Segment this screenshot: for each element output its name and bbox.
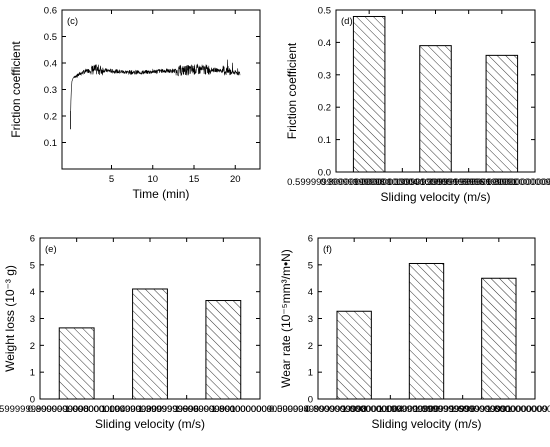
panel-e: 0 1 2 3 4 5 6 0.599999999999999980.800000000000… xyxy=(0,234,309,432)
bar xyxy=(481,277,517,400)
x-tick-label: 0.59999999999999998 xyxy=(269,404,367,415)
y-axis-label: Wear rate (10⁻⁵mm³/m•N) xyxy=(279,249,293,388)
y-tick-label: 5 xyxy=(308,260,313,271)
friction-trace xyxy=(70,59,241,111)
x-tick-label: 1.39999999999999991 xyxy=(414,404,512,415)
x-axis-label: Sliding velocity (m/s) xyxy=(95,417,205,431)
x-tick-label: 0.80000000000000004 xyxy=(320,177,418,188)
y-tick-label: 4 xyxy=(30,287,35,298)
x-tick-label: 1.00000000000000000 xyxy=(64,404,162,415)
y-tick-label: 1 xyxy=(30,368,35,379)
y-axis-label: Weight loss (10⁻³ g) xyxy=(3,265,17,372)
panel-label: (c) xyxy=(67,16,78,27)
bar xyxy=(352,15,386,173)
y-tick-label: 3 xyxy=(30,314,35,325)
bar xyxy=(132,288,168,400)
bar xyxy=(58,327,95,400)
y-tick-label: 0.4 xyxy=(44,59,57,70)
x-axis-label: Time (min) xyxy=(133,187,190,201)
x-tick-label: 0.80000000000000004 xyxy=(28,404,126,415)
x-tick-label: 1.39999999999999991 xyxy=(138,404,236,415)
y-tick-label: 0.0 xyxy=(318,168,331,179)
panel-d: 0.0 0.1 0.2 0.3 0.4 0.5 0.599999999999999980.8… xyxy=(285,6,550,205)
x-tick-label: 1.19999999999999996 xyxy=(101,404,199,415)
x-tick-label: 1.39999999999999991 xyxy=(420,177,518,188)
x-tick-label: 1.00000000000000000 xyxy=(341,404,439,415)
x-tick-label: 5 xyxy=(109,174,114,185)
y-tick-label: 4 xyxy=(308,287,313,298)
y-tick-label: 1 xyxy=(308,368,313,379)
y-tick-label: 2 xyxy=(30,341,35,352)
x-tick-label: 1.60000000000000009 xyxy=(453,177,550,188)
y-tick-label: 0 xyxy=(308,395,313,406)
bar xyxy=(205,300,242,400)
y-tick-label: 0.4 xyxy=(318,38,331,49)
x-tick-label: 15 xyxy=(189,174,200,185)
y-tick-label: 2 xyxy=(308,341,313,352)
y-axis-label: Friction coefficient xyxy=(9,41,23,138)
y-tick-label: 0.2 xyxy=(318,103,331,114)
x-axis-label: Sliding velocity (m/s) xyxy=(380,190,490,204)
x-tick-label: 0.59999999999999998 xyxy=(287,177,385,188)
y-tick-label: 0 xyxy=(30,395,35,406)
panel-c: 0.1 0.2 0.3 0.4 0.5 0.6 5 10 15 20 (c) Time (min) Fr… xyxy=(9,6,261,201)
x-tick-label: 1.19999999999999996 xyxy=(387,177,485,188)
plot-frame xyxy=(61,9,261,170)
bar xyxy=(336,310,372,400)
y-tick-label: 6 xyxy=(308,234,313,245)
x-tick-label: 1.00000000000000000 xyxy=(353,177,451,188)
bar xyxy=(485,54,519,173)
bar xyxy=(419,45,452,173)
y-tick-label: 5 xyxy=(30,260,35,271)
panel-f: 0 1 2 3 4 5 6 0.599999999999999980.800000000000… xyxy=(269,234,550,432)
y-tick-label: 0.5 xyxy=(44,32,57,43)
x-tick-label: 1.80000000000000004 xyxy=(486,404,550,415)
y-tick-label: 0.3 xyxy=(44,85,57,96)
x-tick-label: 10 xyxy=(147,174,158,185)
panel-label: (d) xyxy=(341,16,353,27)
y-tick-label: 0.2 xyxy=(44,112,57,123)
y-tick-label: 0.1 xyxy=(44,138,57,149)
y-tick-label: 0.1 xyxy=(318,135,331,146)
y-tick-label: 3 xyxy=(308,314,313,325)
x-tick-label: 0.80000000000000004 xyxy=(305,404,403,415)
x-tick-label: 1.60000000000000009 xyxy=(174,404,272,415)
x-tick-label: 1.80000000000000004 xyxy=(486,177,550,188)
x-tick-label: 20 xyxy=(230,174,241,185)
x-tick-label: 1.80000000000000004 xyxy=(211,404,309,415)
x-axis-label: Sliding velocity (m/s) xyxy=(371,417,481,431)
x-tick-label: 0.59999999999999998 xyxy=(0,404,89,415)
y-axis-label: Friction coefficient xyxy=(285,42,299,139)
panel-label: (e) xyxy=(45,244,57,255)
y-tick-label: 0.3 xyxy=(318,70,331,81)
y-tick-label: 0.6 xyxy=(44,6,57,17)
bar xyxy=(408,262,445,400)
x-tick-label: 1.60000000000000009 xyxy=(450,404,548,415)
panel-label: (f) xyxy=(323,244,332,255)
y-tick-label: 0.5 xyxy=(318,6,331,17)
x-tick-label: 1.19999999999999996 xyxy=(378,404,476,415)
y-tick-label: 6 xyxy=(30,234,35,245)
